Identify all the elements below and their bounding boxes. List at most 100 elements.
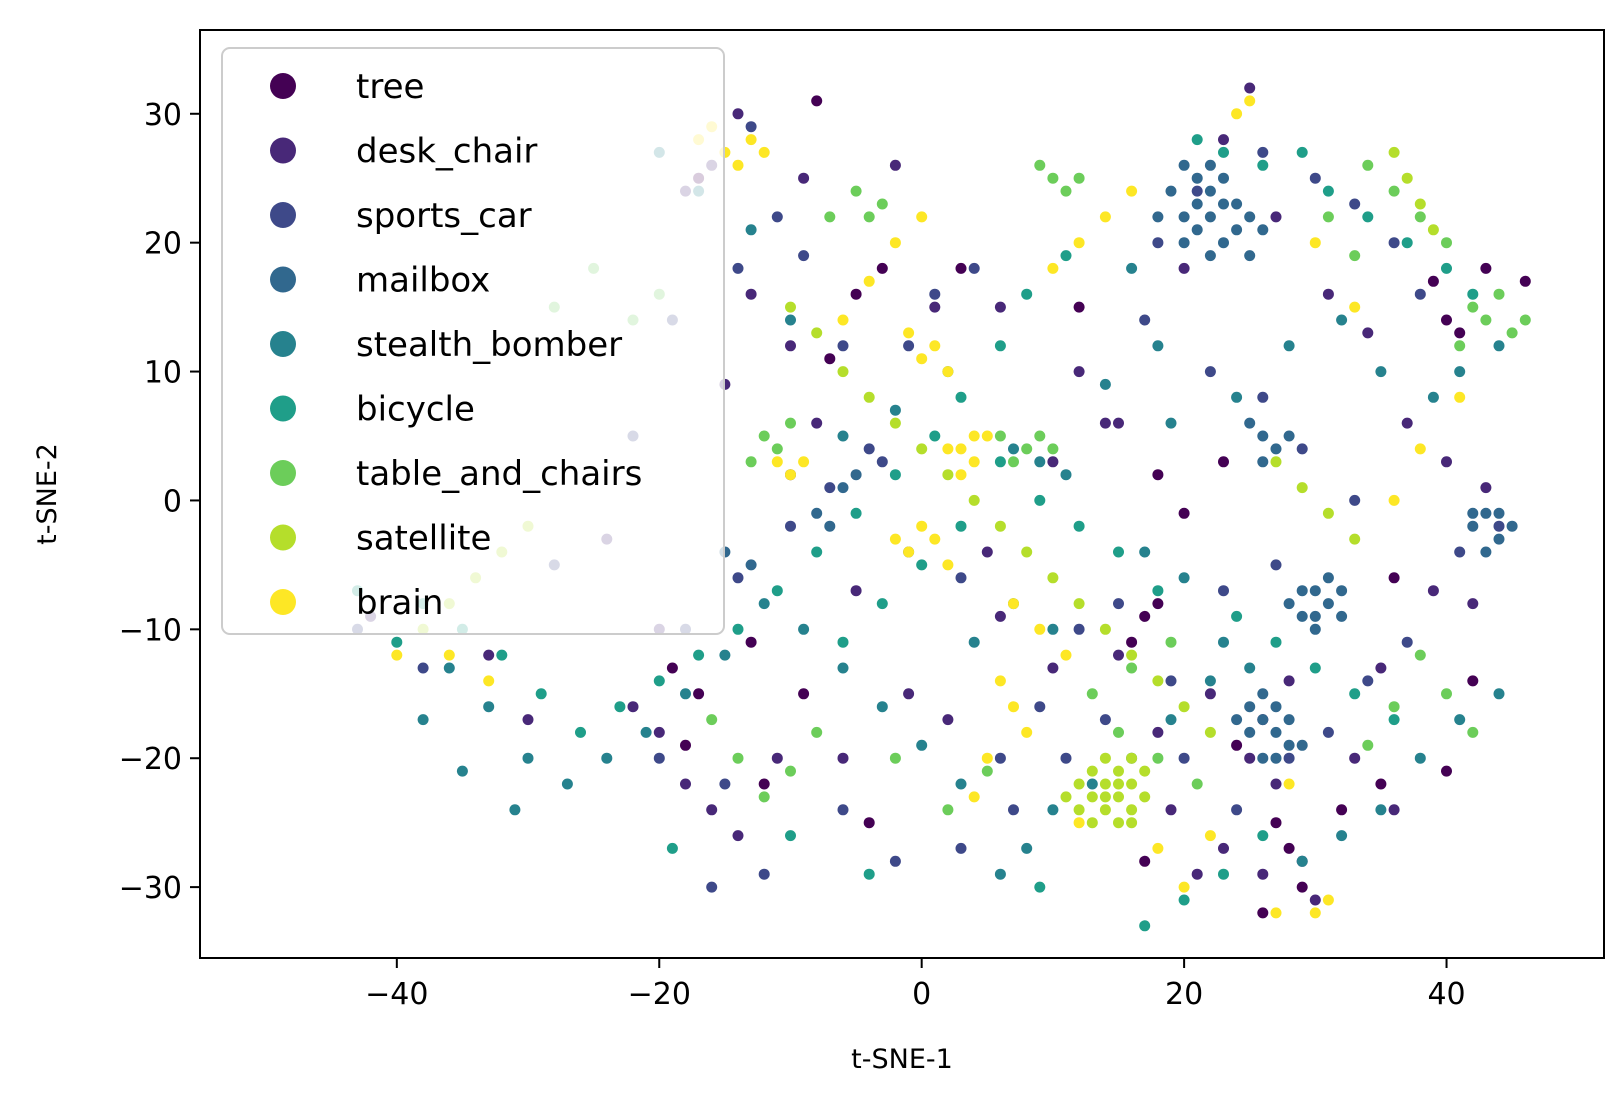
point-desk_chair-10 — [706, 804, 718, 816]
point-tree-18 — [1427, 275, 1439, 287]
legend-item-table_and_chairs: table_and_chairs — [270, 454, 642, 494]
point-mailbox-48 — [1493, 507, 1505, 519]
point-desk_chair-51 — [1073, 366, 1085, 378]
point-mailbox-18 — [1218, 198, 1229, 210]
point-bicycle-24 — [496, 649, 508, 661]
x-tick-label: 40 — [1427, 977, 1465, 1012]
point-desk_chair-46 — [1047, 456, 1059, 468]
point-table_and_chairs-36 — [785, 765, 796, 777]
point-stealth_bomber-8 — [1427, 391, 1439, 403]
point-brain-31 — [1231, 108, 1243, 120]
point-sports_car-32 — [1388, 237, 1400, 249]
point-table_and_chairs-8 — [1467, 301, 1479, 313]
point-mailbox-16 — [1244, 250, 1256, 262]
point-desk_chair-25 — [1218, 842, 1229, 854]
point-sports_car-31 — [1414, 288, 1426, 300]
point-table_and_chairs-26 — [745, 456, 757, 468]
point-bicycle-33 — [1388, 714, 1400, 726]
point-mailbox-37 — [1296, 739, 1308, 751]
point-bicycle-19 — [693, 649, 705, 661]
point-tree-16 — [1388, 572, 1400, 584]
point-mailbox-12 — [1231, 224, 1243, 236]
point-mailbox-50 — [1270, 443, 1282, 455]
point-table_and_chairs-23 — [1047, 443, 1059, 455]
point-satellite-35 — [1178, 701, 1190, 713]
legend-marker — [270, 266, 296, 293]
point-desk_chair-59 — [522, 714, 534, 726]
point-tree-23 — [1441, 765, 1452, 777]
point-desk_chair-40 — [1427, 585, 1439, 597]
point-tree-9 — [1152, 598, 1164, 610]
point-stealth_bomber-57 — [1047, 623, 1059, 635]
point-table_and_chairs-25 — [758, 430, 770, 442]
point-table_and_chairs-16 — [1388, 185, 1400, 197]
point-sports_car-20 — [1073, 623, 1085, 635]
point-bicycle-13 — [929, 430, 941, 442]
point-tree-2 — [693, 688, 705, 700]
point-brain-33 — [1309, 907, 1321, 919]
point-sports_car-25 — [1283, 752, 1295, 764]
point-bicycle-30 — [1270, 636, 1282, 648]
point-stealth_bomber-7 — [1375, 366, 1387, 378]
point-table_and_chairs-15 — [1441, 237, 1452, 249]
point-satellite-10 — [1073, 804, 1085, 816]
point-sports_car-30 — [1493, 520, 1505, 532]
point-desk_chair-47 — [981, 546, 993, 558]
point-stealth_bomber-39 — [1296, 855, 1308, 867]
point-desk_chair-2 — [732, 108, 744, 120]
point-brain-49 — [1099, 211, 1111, 223]
point-table_and_chairs-43 — [1388, 701, 1400, 713]
point-stealth_bomber-42 — [1414, 752, 1426, 764]
point-brain-24 — [994, 675, 1006, 687]
point-tree-32 — [1073, 301, 1085, 313]
point-sports_car-21 — [1113, 598, 1124, 610]
point-stealth_bomber-45 — [1008, 443, 1019, 455]
point-mailbox-1 — [1191, 172, 1203, 184]
point-bicycle-48 — [863, 868, 875, 880]
point-satellite-24 — [889, 417, 901, 429]
point-desk_chair-16 — [942, 714, 954, 726]
point-satellite-38 — [1401, 172, 1413, 184]
y-tick-label: 20 — [144, 227, 182, 262]
point-desk_chair-30 — [1244, 82, 1256, 94]
point-mailbox-21 — [1322, 598, 1334, 610]
point-table_and_chairs-28 — [771, 443, 783, 455]
point-satellite-23 — [863, 391, 875, 403]
point-sports_car-35 — [1257, 146, 1269, 158]
point-sports_car-39 — [1204, 366, 1216, 378]
point-mailbox-3 — [1218, 172, 1229, 184]
legend-item-desk_chair: desk_chair — [270, 132, 537, 172]
point-bicycle-27 — [391, 636, 403, 648]
point-bicycle-16 — [811, 546, 823, 558]
point-brain-19 — [942, 559, 954, 571]
y-tick-label: −10 — [119, 613, 182, 648]
point-desk_chair-3 — [798, 172, 810, 184]
point-mailbox-23 — [1336, 610, 1348, 622]
point-mailbox-30 — [1257, 714, 1269, 726]
point-satellite-31 — [1073, 598, 1085, 610]
point-desk_chair-26 — [1165, 804, 1177, 816]
point-desk_chair-31 — [1218, 134, 1229, 146]
point-stealth_bomber-25 — [837, 662, 849, 674]
point-bicycle-45 — [1178, 894, 1190, 906]
point-sports_car-37 — [1152, 237, 1164, 249]
x-tick-label: 20 — [1165, 977, 1203, 1012]
point-brain-51 — [837, 314, 849, 326]
point-sports_car-22 — [1165, 675, 1177, 687]
point-brain-44 — [1283, 778, 1295, 790]
point-satellite-17 — [1099, 791, 1111, 803]
point-brain-46 — [1152, 842, 1164, 854]
point-stealth_bomber-12 — [1178, 572, 1190, 584]
point-table_and_chairs-20 — [1021, 443, 1033, 455]
point-stealth_bomber-29 — [680, 688, 691, 700]
point-desk_chair-57 — [483, 649, 495, 661]
point-bicycle-44 — [1218, 868, 1229, 880]
point-sports_car-23 — [1178, 752, 1190, 764]
point-sports_car-17 — [955, 842, 967, 854]
point-table_and_chairs-11 — [1506, 327, 1518, 339]
point-satellite-22 — [837, 366, 849, 378]
point-desk_chair-35 — [1362, 327, 1374, 339]
point-desk_chair-29 — [1309, 894, 1321, 906]
point-table_and_chairs-27 — [785, 417, 796, 429]
